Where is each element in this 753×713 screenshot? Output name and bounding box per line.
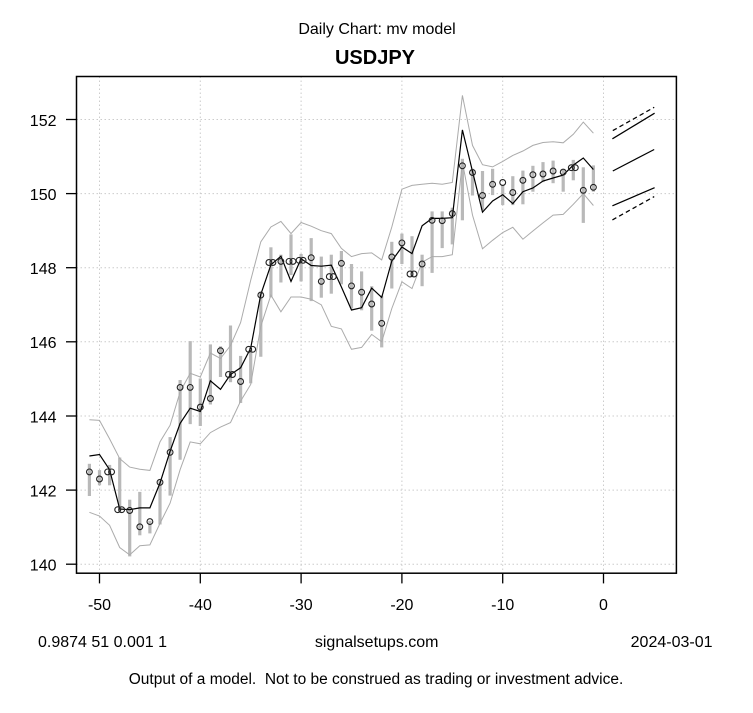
svg-text:-10: -10	[491, 597, 514, 614]
svg-text:USDJPY: USDJPY	[335, 47, 416, 69]
svg-text:150: 150	[30, 187, 57, 204]
svg-text:144: 144	[30, 409, 57, 426]
svg-text:-50: -50	[88, 597, 111, 614]
svg-text:0: 0	[599, 597, 608, 614]
svg-text:146: 146	[30, 335, 57, 352]
svg-text:Output of a model. Not to be: Output of a model. Not to be construed a…	[129, 671, 624, 688]
svg-text:-20: -20	[390, 597, 413, 614]
svg-text:signalsetups.com: signalsetups.com	[315, 634, 439, 651]
svg-text:142: 142	[30, 483, 57, 500]
svg-text:-30: -30	[290, 597, 313, 614]
svg-text:0.9874 51 0.001 1: 0.9874 51 0.001 1	[38, 634, 167, 651]
svg-text:152: 152	[30, 113, 57, 130]
svg-text:-40: -40	[189, 597, 212, 614]
svg-text:2024-03-01: 2024-03-01	[631, 634, 713, 651]
svg-text:140: 140	[30, 558, 57, 575]
svg-text:148: 148	[30, 261, 57, 278]
svg-text:Daily Chart: mv model: Daily Chart: mv model	[298, 21, 455, 38]
